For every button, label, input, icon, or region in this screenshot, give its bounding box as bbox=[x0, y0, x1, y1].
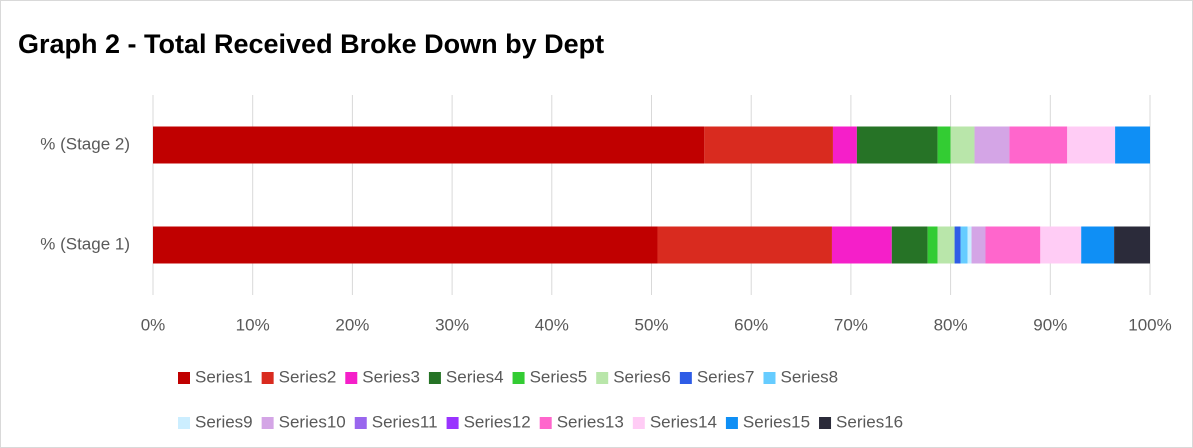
legend-swatch bbox=[345, 372, 358, 384]
bar-segment bbox=[657, 226, 832, 264]
x-tick-label: 40% bbox=[535, 315, 569, 334]
bar-segment bbox=[832, 126, 857, 164]
x-tick-label: 20% bbox=[335, 315, 369, 334]
y-tick-label: % (Stage 1) bbox=[40, 234, 130, 253]
x-tick-label: 10% bbox=[236, 315, 270, 334]
bar-segment bbox=[960, 226, 968, 264]
legend-label: Series11 bbox=[372, 412, 438, 431]
bar-segment bbox=[891, 226, 928, 264]
bar-segment bbox=[1115, 126, 1150, 164]
bar-segment bbox=[153, 226, 658, 264]
legend-swatch bbox=[632, 417, 645, 429]
legend-swatch bbox=[539, 417, 552, 429]
legend-label: Series8 bbox=[780, 367, 838, 386]
x-tick-label: 70% bbox=[834, 315, 868, 334]
bar-segment bbox=[831, 226, 892, 264]
chart-title: Graph 2 - Total Received Broke Down by D… bbox=[18, 29, 604, 59]
legend-swatch bbox=[512, 372, 525, 384]
legend-label: Series9 bbox=[195, 412, 253, 431]
bar-segment bbox=[937, 226, 955, 264]
bar-segment bbox=[985, 226, 1041, 264]
bar-segment bbox=[950, 126, 975, 164]
bar-segment bbox=[971, 226, 986, 264]
legend-label: Series10 bbox=[279, 412, 346, 431]
bar-segment bbox=[937, 126, 951, 164]
bar-segment bbox=[1114, 226, 1150, 264]
x-tick-label: 100% bbox=[1128, 315, 1171, 334]
bar-segment bbox=[954, 226, 961, 264]
legend-label: Series4 bbox=[446, 367, 504, 386]
legend-swatch bbox=[763, 372, 776, 384]
x-tick-label: 50% bbox=[634, 315, 668, 334]
legend-swatch bbox=[261, 372, 274, 384]
legend-swatch bbox=[354, 417, 367, 429]
legend-label: Series13 bbox=[557, 412, 624, 431]
x-tick-label: 90% bbox=[1033, 315, 1067, 334]
legend-swatch bbox=[596, 372, 609, 384]
legend-swatch bbox=[446, 417, 459, 429]
x-tick-label: 80% bbox=[934, 315, 968, 334]
legend-swatch bbox=[428, 372, 441, 384]
legend-swatch bbox=[178, 417, 190, 429]
bar-segment bbox=[1040, 226, 1082, 264]
y-tick-label: % (Stage 2) bbox=[40, 134, 130, 153]
bar-segment bbox=[1081, 226, 1115, 264]
legend-label: Series16 bbox=[836, 412, 903, 431]
legend-swatch bbox=[178, 372, 190, 384]
bar-segment bbox=[704, 126, 833, 164]
legend-label: Series7 bbox=[697, 367, 755, 386]
bar-segment bbox=[856, 126, 938, 164]
bar-segment bbox=[927, 226, 938, 264]
x-tick-label: 0% bbox=[141, 315, 166, 334]
legend-swatch bbox=[725, 417, 738, 429]
bar-segment bbox=[1067, 126, 1116, 164]
legend-label: Series3 bbox=[362, 367, 420, 386]
legend-swatch bbox=[679, 372, 692, 384]
bar-segment bbox=[974, 126, 1010, 164]
x-tick-label: 30% bbox=[435, 315, 469, 334]
legend-label: Series14 bbox=[650, 412, 717, 431]
bar-segment bbox=[1009, 126, 1068, 164]
bar-segment bbox=[967, 226, 972, 264]
legend-label: Series6 bbox=[613, 367, 671, 386]
bar-segment bbox=[153, 126, 705, 164]
legend-label: Series15 bbox=[743, 412, 810, 431]
legend-label: Series1 bbox=[195, 367, 253, 386]
legend-swatch bbox=[261, 417, 274, 429]
legend-label: Series12 bbox=[464, 412, 531, 431]
legend-label: Series2 bbox=[279, 367, 337, 386]
legend-swatch bbox=[819, 417, 832, 429]
legend-label: Series5 bbox=[530, 367, 588, 386]
x-tick-label: 60% bbox=[734, 315, 768, 334]
